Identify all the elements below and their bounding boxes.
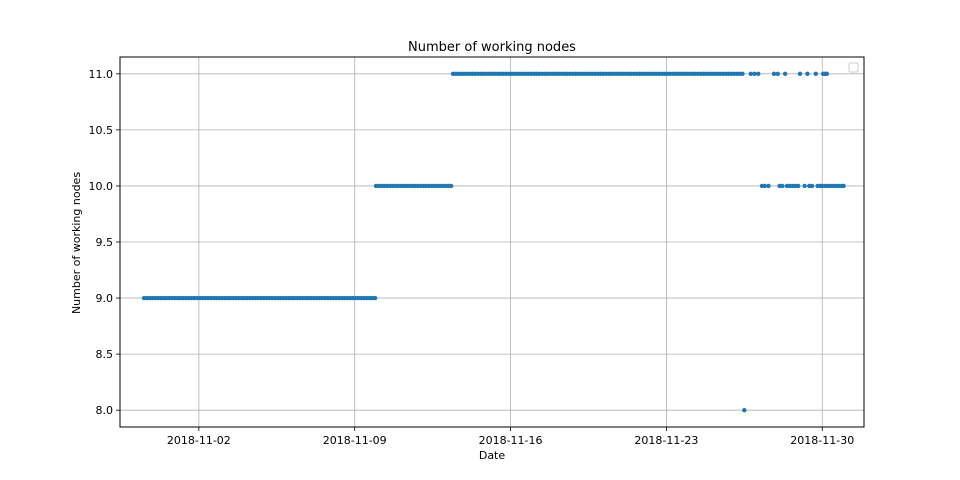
x-tick-label: 2018-11-02 [167,434,231,447]
x-tick-label: 2018-11-23 [634,434,698,447]
data-point [782,71,788,77]
x-tick-label: 2018-11-30 [790,434,854,447]
data-point [841,183,846,189]
data-point [809,183,815,189]
data-point [762,183,767,189]
data-point [813,71,818,77]
data-point [740,71,745,77]
y-tick-label: 11.0 [89,68,114,81]
data-point [372,295,378,301]
data-point [748,71,754,77]
data-point [756,71,761,77]
y-tick-label: 9.5 [96,236,114,249]
y-tick-label: 10.0 [89,180,114,193]
y-tick-label: 9.0 [96,292,114,305]
data-point [797,71,803,77]
data-point [780,183,785,189]
data-point [802,183,807,189]
data-point [771,71,777,77]
data-point [775,71,780,77]
data-point [448,183,454,189]
y-axis-label: Number of working nodes [70,172,83,314]
data-point [824,71,830,77]
data-point [795,183,801,189]
y-tick-label: 8.5 [96,348,114,361]
data-point [766,183,771,189]
x-axis-label: Date [479,449,506,462]
x-axis-ticks: 2018-11-02 2018-11-09 2018-11-16 2018-11-23… [167,427,854,447]
y-tick-label: 8.0 [96,404,114,417]
y-tick-label: 10.5 [89,124,114,137]
data-points [141,71,846,413]
x-tick-label: 2018-11-09 [323,434,387,447]
legend-box [848,62,859,73]
data-point [742,407,747,413]
chart-title: Number of working nodes [408,40,576,55]
data-point [805,71,810,77]
x-tick-label: 2018-11-16 [479,434,543,447]
data-point [752,71,757,77]
y-axis-ticks: 8.0 8.5 9.0 9.5 10.0 10.5 11.0 [89,68,120,417]
